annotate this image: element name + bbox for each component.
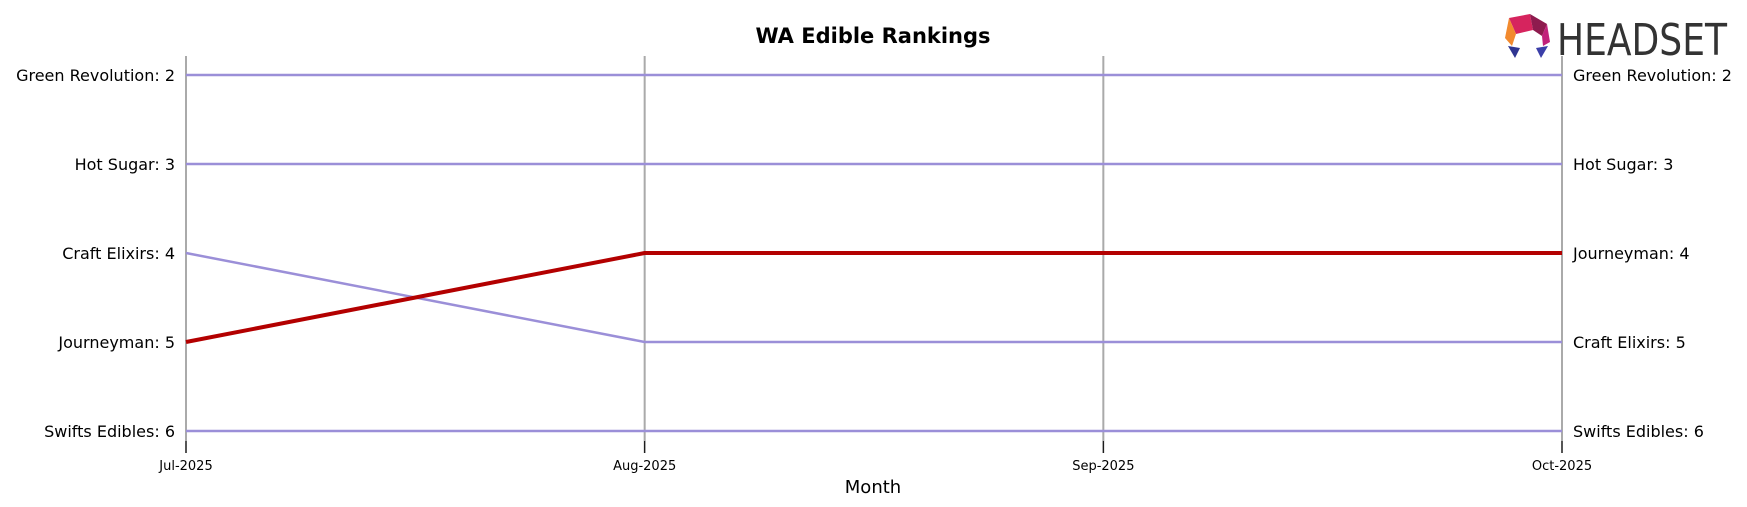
start-label-swifts-edibles: Swifts Edibles: 6: [44, 422, 175, 441]
x-tick-label: Jul-2025: [158, 459, 212, 474]
x-axis-label: Month: [845, 477, 901, 498]
end-label-craft-elixirs: Craft Elixirs: 5: [1573, 333, 1686, 352]
end-label-hot-sugar: Hot Sugar: 3: [1573, 155, 1673, 174]
end-label-swifts-edibles: Swifts Edibles: 6: [1573, 422, 1704, 441]
start-label-journeyman: Journeyman: 5: [57, 333, 175, 352]
series-line-journeyman: [185, 251, 1562, 344]
chart-title: WA Edible Rankings: [755, 24, 990, 48]
headset-logo-text: HEADSET: [1557, 15, 1727, 66]
end-label-journeyman: Journeyman: 4: [1572, 244, 1690, 263]
series-lines: [185, 73, 1562, 433]
headset-logo: HEADSET: [1505, 14, 1727, 66]
x-tick-label: Sep-2025: [1072, 459, 1134, 474]
x-ticks: Jul-2025 Aug-2025 Sep-2025 Oct-2025: [158, 441, 1592, 474]
start-label-craft-elixirs: Craft Elixirs: 4: [62, 244, 175, 263]
rank-labels: Green Revolution: 2 Green Revolution: 2 Ho…: [16, 66, 1732, 441]
start-label-green-revolution: Green Revolution: 2: [16, 66, 175, 85]
start-label-hot-sugar: Hot Sugar: 3: [75, 155, 175, 174]
headset-logo-icon: [1505, 14, 1550, 58]
end-label-green-revolution: Green Revolution: 2: [1573, 66, 1732, 85]
x-tick-label: Aug-2025: [613, 459, 676, 474]
x-tick-label: Oct-2025: [1532, 459, 1592, 474]
series-line-craft-elixirs: [185, 251, 1562, 344]
